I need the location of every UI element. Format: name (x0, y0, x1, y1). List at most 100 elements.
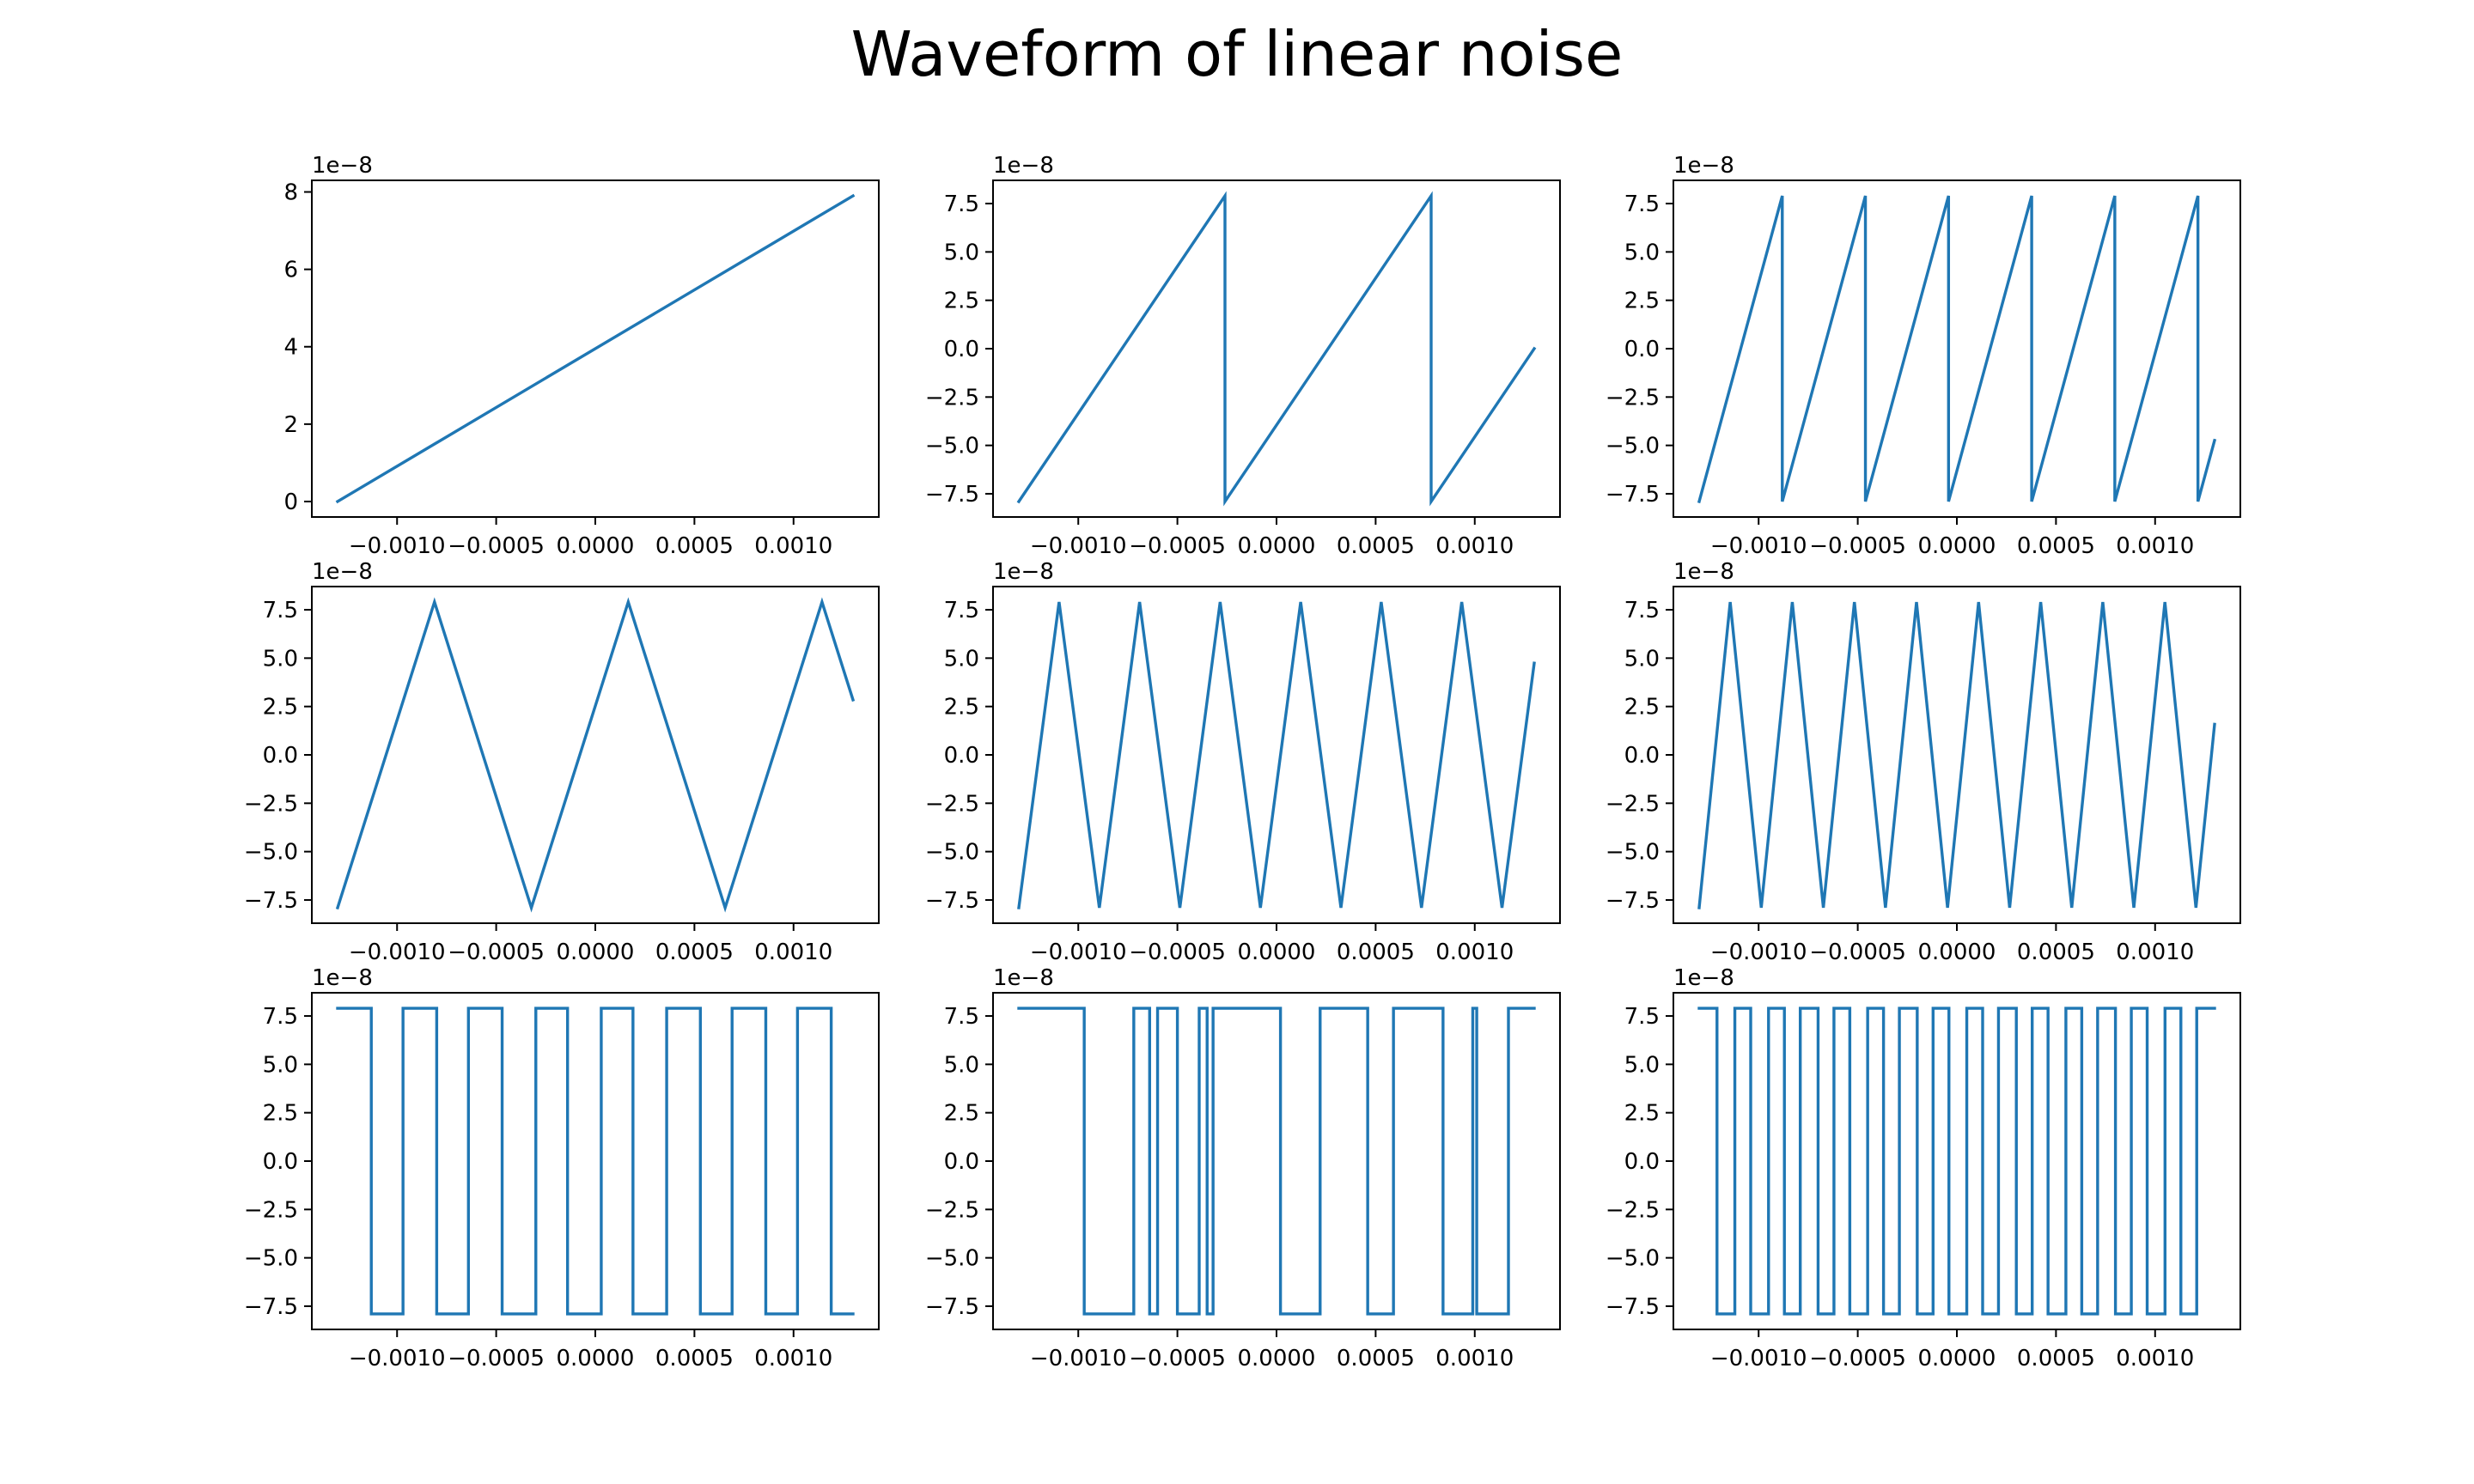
y-tick-label: 7.5 (1624, 1004, 1660, 1030)
x-tick-label: 0.0005 (2017, 533, 2095, 559)
series-line (335, 193, 856, 504)
y-tick-label: 0.0 (944, 743, 979, 769)
y-tick-label: 7.5 (944, 192, 979, 217)
x-tick-label: −0.0005 (448, 940, 545, 965)
subplot-3: −7.5 −5.0 −2.5 0.0 2.5 5.0 7.5 −0.0010 −0.0005 0.… (1606, 153, 2241, 559)
y-tick-label: −5.0 (925, 434, 979, 459)
y-tick-label: 5.0 (1624, 1052, 1660, 1078)
y-tick-label: −2.5 (925, 791, 979, 817)
series-line (335, 597, 856, 913)
y-tick-label: −7.5 (1606, 482, 1660, 508)
series-line (1697, 1007, 2216, 1316)
x-tick-label: 0.0000 (1918, 940, 1996, 965)
x-tick-label: 0.0000 (1238, 533, 1316, 559)
y-tick-label: 2.5 (944, 289, 979, 314)
y-tick-label: −7.5 (925, 1294, 979, 1320)
axes-frame (311, 586, 880, 924)
y-tick-label: −2.5 (1606, 1197, 1660, 1223)
subplot-7: −7.5 −5.0 −2.5 0.0 2.5 5.0 7.5 −0.0010 −0.0005 0.… (244, 965, 880, 1371)
y-tick-label: 5.0 (263, 646, 298, 672)
x-tick-label: 0.0005 (2017, 940, 2095, 965)
x-tick-label: 0.0000 (557, 940, 635, 965)
y-tick-label: −7.5 (925, 482, 979, 508)
y-tick-label: 2 (283, 412, 298, 438)
x-tick-label: 0.0000 (557, 533, 635, 559)
x-tick-label: 0.0000 (1238, 940, 1316, 965)
y-offset-label: 1e−8 (1673, 559, 1734, 585)
x-tick-label: 0.0010 (754, 940, 832, 965)
x-tick-label: 0.0010 (2116, 1346, 2194, 1371)
x-tick-label: 0.0010 (754, 533, 832, 559)
subplot-8: −7.5 −5.0 −2.5 0.0 2.5 5.0 7.5 −0.0010 −0.0005 0.… (925, 965, 1561, 1371)
axes-frame (311, 992, 880, 1330)
subplot-9: −7.5 −5.0 −2.5 0.0 2.5 5.0 7.5 −0.0010 −0.0005 0.… (1606, 965, 2241, 1371)
y-offset-label: 1e−8 (1673, 153, 1734, 179)
y-tick-label: 5.0 (263, 1052, 298, 1078)
y-tick-label: 6 (283, 258, 298, 283)
x-tick-label: 0.0000 (1918, 1346, 1996, 1371)
y-tick-label: 2.5 (944, 1101, 979, 1127)
series-line (1016, 191, 1537, 507)
y-tick-label: −7.5 (244, 1294, 298, 1320)
y-tick-label: 2.5 (263, 1101, 298, 1127)
x-tick-label: −0.0010 (1030, 533, 1127, 559)
series-line (336, 1007, 855, 1316)
x-tick-label: −0.0010 (349, 1346, 446, 1371)
x-tick-label: 0.0010 (2116, 940, 2194, 965)
y-tick-label: 2.5 (1624, 289, 1660, 314)
x-tick-label: −0.0005 (1809, 1346, 1906, 1371)
y-tick-label: 7.5 (1624, 192, 1660, 217)
x-tick-label: −0.0010 (1030, 940, 1127, 965)
y-tick-label: 7.5 (1624, 598, 1660, 623)
series-line (1017, 601, 1536, 909)
x-tick-label: 0.0005 (1337, 533, 1415, 559)
y-tick-label: 0 (283, 490, 298, 515)
x-tick-label: −0.0005 (1129, 940, 1226, 965)
y-tick-label: 4 (283, 335, 298, 361)
x-tick-label: −0.0005 (448, 1346, 545, 1371)
x-tick-label: −0.0010 (1710, 940, 1807, 965)
x-tick-label: −0.0010 (349, 940, 446, 965)
y-tick-label: −5.0 (244, 840, 298, 866)
x-tick-label: 0.0005 (655, 533, 734, 559)
x-tick-label: −0.0010 (349, 533, 446, 559)
axes-frame (992, 179, 1561, 518)
y-tick-label: 5.0 (944, 240, 979, 265)
y-tick-label: 7.5 (263, 1004, 298, 1030)
y-tick-label: 7.5 (944, 598, 979, 623)
axes-frame (1673, 992, 2241, 1330)
y-offset-label: 1e−8 (993, 153, 1054, 179)
subplot-6: −7.5 −5.0 −2.5 0.0 2.5 5.0 7.5 −0.0010 −0.0005 0.… (1606, 559, 2241, 965)
subplot-5: −7.5 −5.0 −2.5 0.0 2.5 5.0 7.5 −0.0010 −0.0005 0.… (925, 559, 1561, 965)
y-tick-label: −5.0 (925, 1246, 979, 1272)
y-tick-label: −5.0 (1606, 1246, 1660, 1272)
y-offset-label: 1e−8 (312, 559, 373, 585)
series-line (1017, 1007, 1536, 1316)
y-tick-label: −7.5 (244, 888, 298, 914)
x-tick-label: −0.0005 (1809, 940, 1906, 965)
y-tick-label: −2.5 (925, 1197, 979, 1223)
x-tick-label: 0.0005 (1337, 1346, 1415, 1371)
x-tick-label: −0.0005 (1129, 1346, 1226, 1371)
x-tick-label: 0.0000 (1238, 1346, 1316, 1371)
x-tick-label: −0.0010 (1030, 1346, 1127, 1371)
y-tick-label: 0.0 (944, 337, 979, 362)
x-tick-label: 0.0005 (655, 940, 734, 965)
subplot-1: 0 2 4 6 8 −0.0010 −0.0005 0.0000 0.0005 0.0010 1e−… (283, 153, 880, 559)
y-tick-label: 7.5 (263, 598, 298, 623)
y-tick-label: 5.0 (1624, 646, 1660, 672)
y-tick-label: −5.0 (1606, 434, 1660, 459)
axes-frame (992, 992, 1561, 1330)
y-tick-label: 5.0 (944, 646, 979, 672)
y-offset-label: 1e−8 (993, 965, 1054, 991)
y-offset-label: 1e−8 (312, 153, 373, 179)
y-tick-label: 0.0 (1624, 743, 1660, 769)
x-tick-label: −0.0005 (1809, 533, 1906, 559)
x-tick-label: 0.0005 (2017, 1346, 2095, 1371)
y-offset-label: 1e−8 (312, 965, 373, 991)
x-tick-label: −0.0010 (1710, 533, 1807, 559)
y-tick-label: 0.0 (263, 743, 298, 769)
series-line (1697, 195, 2217, 504)
